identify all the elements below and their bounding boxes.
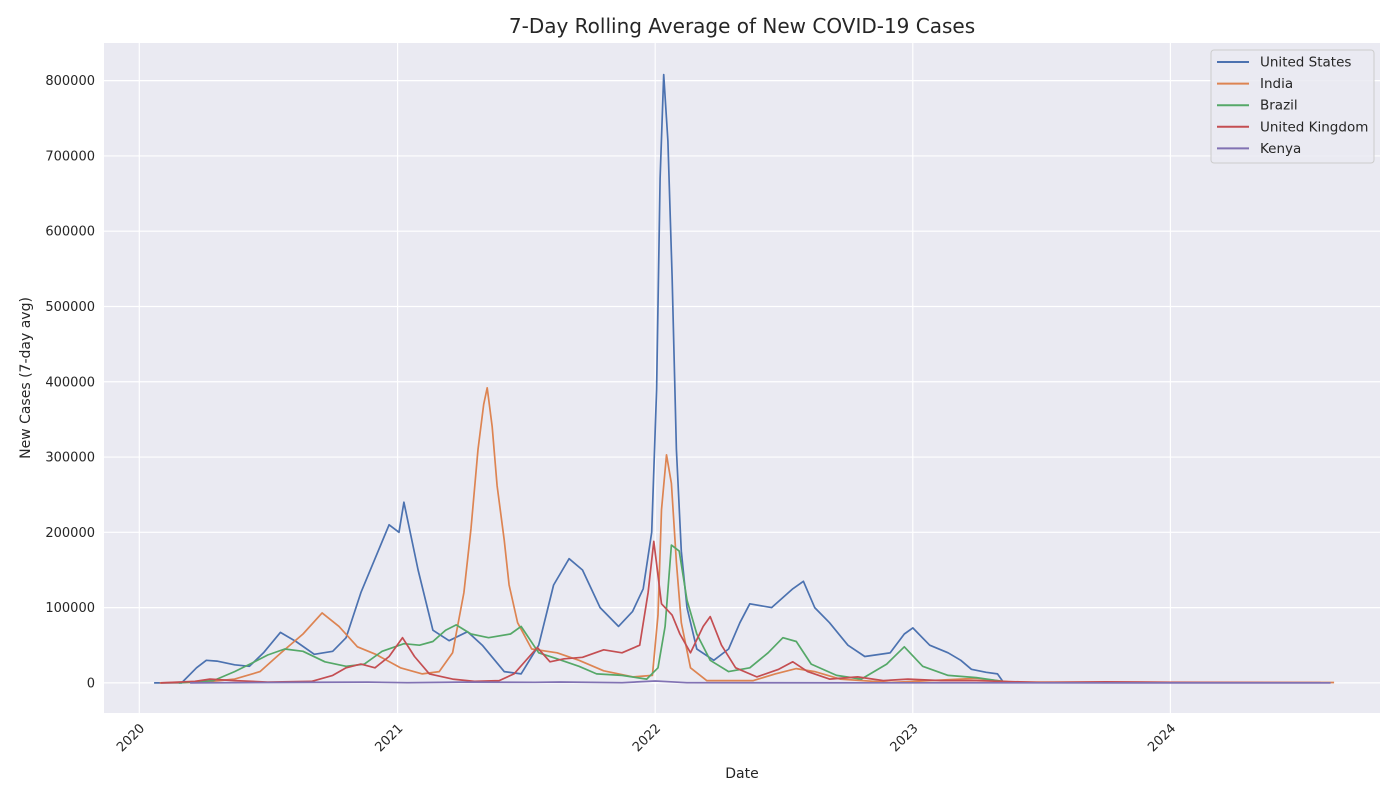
legend-label-india: India xyxy=(1260,76,1293,92)
y-tick-label: 400000 xyxy=(45,375,95,390)
x-tick-label: 2024 xyxy=(1145,721,1179,755)
y-tick-label: 700000 xyxy=(45,149,95,164)
series-lines xyxy=(154,73,1335,684)
legend-label-kenya: Kenya xyxy=(1260,141,1301,157)
y-tick-label: 600000 xyxy=(45,225,95,240)
y-tick-label: 100000 xyxy=(45,601,95,616)
series-line-brazil xyxy=(178,544,1008,684)
series-line-india xyxy=(159,386,1335,684)
legend-box xyxy=(1210,49,1375,164)
plot-background xyxy=(104,43,1380,713)
series-line-united-kingdom xyxy=(160,540,1321,684)
legend-label-brazil: Brazil xyxy=(1260,98,1298,114)
y-tick-label: 500000 xyxy=(45,300,95,315)
y-tick-label: 200000 xyxy=(45,526,95,541)
x-tick-label: 2022 xyxy=(630,721,664,755)
y-tick-label: 300000 xyxy=(45,451,95,466)
series-line-kenya xyxy=(190,680,1331,684)
x-tick-label: 2021 xyxy=(372,721,406,755)
x-tick-label: 2020 xyxy=(114,721,148,755)
legend-label-united-states: United States xyxy=(1260,55,1351,71)
series-line-united-states xyxy=(154,73,1005,684)
y-tick-label: 800000 xyxy=(45,74,95,89)
y-axis-label: New Cases (7-day avg) xyxy=(18,297,34,459)
grid-lines xyxy=(104,43,1380,713)
x-tick-label: 2023 xyxy=(888,721,922,755)
chart-title: 7-Day Rolling Average of New COVID-19 Ca… xyxy=(509,14,975,38)
x-axis-label: Date xyxy=(725,766,758,782)
legend: United States India Brazil United Kingdom Ke… xyxy=(1210,49,1375,164)
legend-label-united-kingdom: United Kingdom xyxy=(1260,119,1368,135)
y-tick-label: 0 xyxy=(87,676,95,691)
